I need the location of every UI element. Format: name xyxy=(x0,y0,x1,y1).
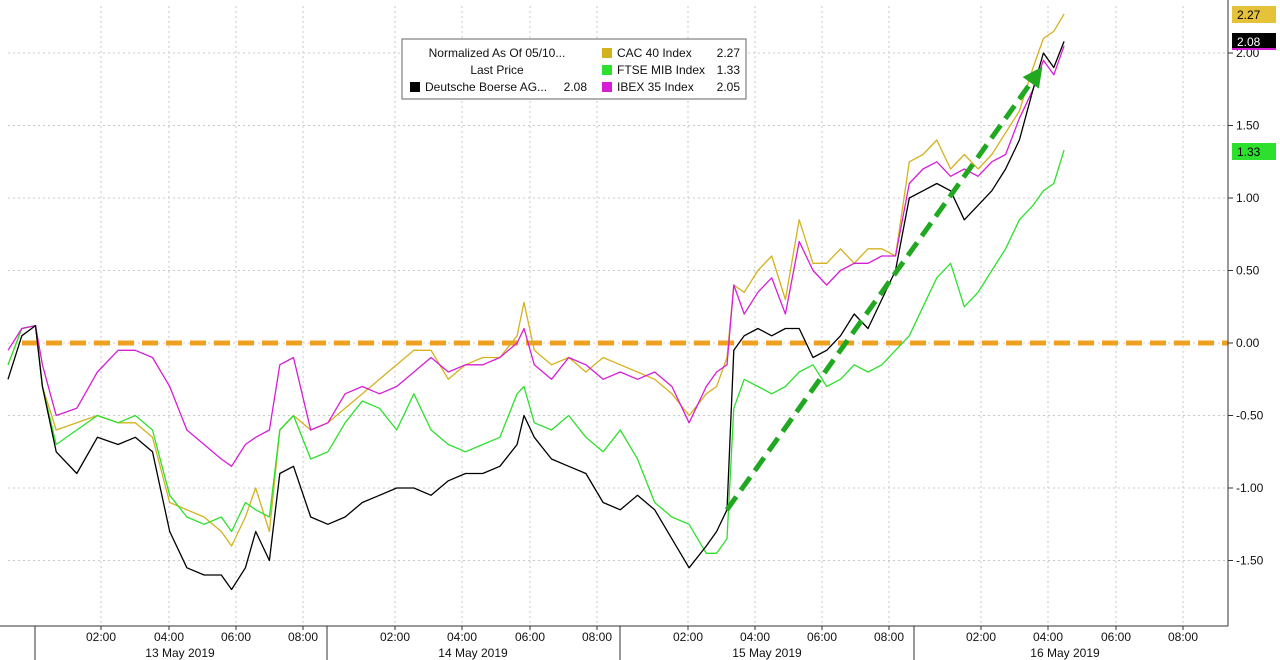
legend-value-ftse-mib: 1.33 xyxy=(717,63,741,77)
legend-swatch-deutsche-boerse xyxy=(410,82,420,92)
series-line-deutsche-boerse-ag xyxy=(7,41,1065,591)
x-tick-label-4: 02:00 xyxy=(380,630,410,644)
last-price-badge-text-2: 1.33 xyxy=(1237,145,1261,159)
legend-subheader: Last Price xyxy=(470,63,524,77)
legend: Normalized As Of 05/10... Last Price Deu… xyxy=(401,38,747,100)
x-tick-label-0: 02:00 xyxy=(86,630,116,644)
last-price-badges: 2.27 2.08 1.33 xyxy=(1232,6,1276,160)
x-tick-label-1: 04:00 xyxy=(154,630,184,644)
x-tick-label-12: 02:00 xyxy=(966,630,996,644)
x-tick-label-14: 06:00 xyxy=(1101,630,1131,644)
legend-value-cac40: 2.27 xyxy=(717,46,741,60)
y-tick-label-4: 0.50 xyxy=(1236,264,1260,278)
x-date-label-3: 16 May 2019 xyxy=(1030,646,1100,660)
legend-swatch-ibex35 xyxy=(602,82,612,92)
last-price-badge-2 xyxy=(1232,143,1276,160)
legend-label-ibex35: IBEX 35 Index xyxy=(617,80,694,94)
y-tick-label-5: 1.00 xyxy=(1236,191,1260,205)
series-line-ftse-mib-index xyxy=(7,149,1065,554)
legend-label-deutsche-boerse: Deutsche Boerse AG... xyxy=(425,80,547,94)
last-price-badge-text-0: 2.27 xyxy=(1237,8,1261,22)
x-tick-label-11: 08:00 xyxy=(874,630,904,644)
x-tick-label-2: 06:00 xyxy=(221,630,251,644)
x-tick-label-10: 06:00 xyxy=(807,630,837,644)
series-layer xyxy=(7,13,1065,591)
y-tick-label-0: -1.50 xyxy=(1236,554,1264,568)
x-tick-label-7: 08:00 xyxy=(582,630,612,644)
legend-swatch-ftse-mib xyxy=(602,65,612,75)
y-tick-label-6: 1.50 xyxy=(1236,119,1260,133)
legend-label-cac40: CAC 40 Index xyxy=(617,46,692,60)
x-tick-label-5: 04:00 xyxy=(447,630,477,644)
legend-label-ftse-mib: FTSE MIB Index xyxy=(617,63,705,77)
x-tick-label-6: 06:00 xyxy=(515,630,545,644)
legend-value-deutsche-boerse: 2.08 xyxy=(564,80,588,94)
x-tick-label-9: 04:00 xyxy=(740,630,770,644)
trend-arrow xyxy=(724,66,1043,512)
x-date-label-0: 13 May 2019 xyxy=(145,646,215,660)
trend-arrow-layer xyxy=(724,66,1043,512)
y-tick-label-3: 0.00 xyxy=(1236,336,1260,350)
legend-value-ibex35: 2.05 xyxy=(717,80,741,94)
last-price-badge-0 xyxy=(1232,6,1276,23)
x-date-label-1: 14 May 2019 xyxy=(438,646,508,660)
x-tick-label-3: 08:00 xyxy=(288,630,318,644)
y-tick-label-1: -1.00 xyxy=(1236,481,1264,495)
legend-box xyxy=(401,38,747,100)
series-line-ibex-35-index xyxy=(7,45,1065,467)
last-price-badge-text-1: 2.08 xyxy=(1237,35,1261,49)
legend-swatch-cac40 xyxy=(602,48,612,58)
x-tick-label-8: 02:00 xyxy=(673,630,703,644)
legend-header: Normalized As Of 05/10... xyxy=(429,46,566,60)
last-price-badge-1 xyxy=(1232,33,1276,50)
x-tick-label-15: 08:00 xyxy=(1168,630,1198,644)
x-date-label-2: 15 May 2019 xyxy=(732,646,802,660)
x-tick-label-13: 04:00 xyxy=(1033,630,1063,644)
y-tick-label-2: -0.50 xyxy=(1236,409,1264,423)
